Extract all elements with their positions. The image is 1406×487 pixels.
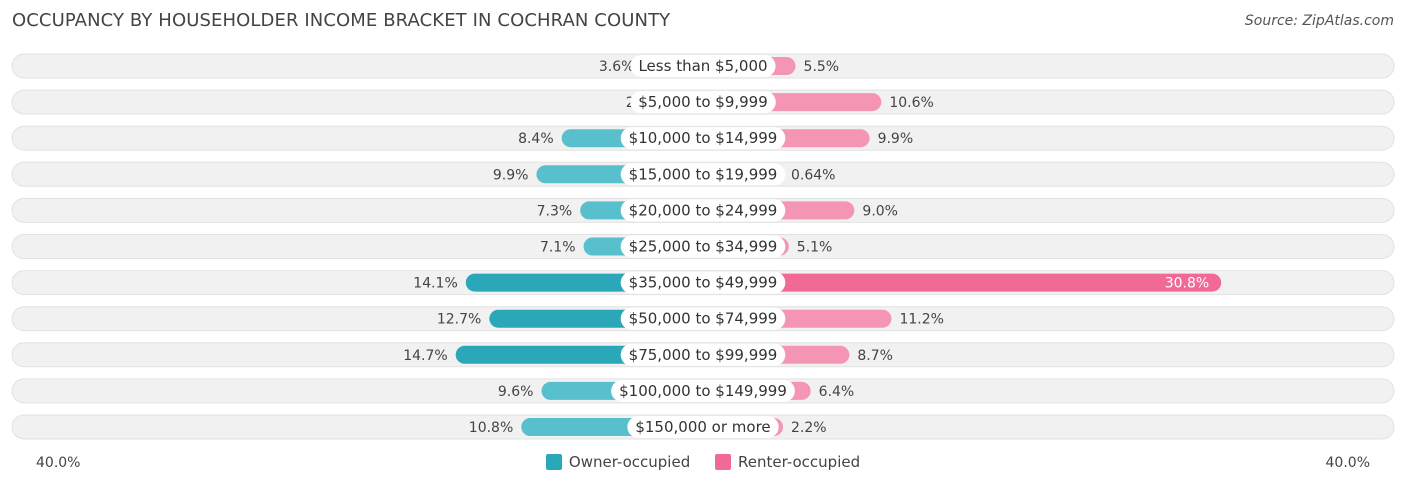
category-pill [630,55,776,77]
owner-value-label: 14.7% [403,348,447,364]
owner-value-label: 7.1% [540,240,576,256]
renter-value-label: 30.8% [1165,276,1209,292]
renter-value-label: 11.2% [899,312,943,328]
category-pill [611,379,795,402]
owner-value-label: 7.3% [537,203,573,219]
owner-value-label: 8.4% [518,131,554,147]
renter-value-label: 9.0% [862,203,898,219]
legend-item-owner: Owner-occupied [545,453,691,471]
renter-value-label: 0.64% [791,167,835,183]
category-label: $35,000 to $49,999 [629,274,778,292]
category-label: $20,000 to $24,999 [629,201,778,219]
category-label: $5,000 to $9,999 [638,93,768,111]
category-label: $100,000 to $149,999 [619,382,787,400]
category-label: $15,000 to $19,999 [629,165,778,183]
renter-value-label: 5.5% [804,59,840,75]
renter-value-label: 5.1% [797,240,833,256]
category-label: $50,000 to $74,999 [629,310,778,328]
renter-bar [703,273,1222,292]
category-label: $10,000 to $14,999 [629,129,778,147]
renter-value-label: 9.9% [878,131,914,147]
chart-title: OCCUPANCY BY HOUSEHOLDER INCOME BRACKET … [12,10,671,31]
category-pill [620,343,786,366]
category-pill [627,416,779,438]
owner-value-label: 14.1% [413,276,457,292]
owner-value-label: 3.6% [599,59,635,75]
category-pill [620,271,786,294]
chart-source: Source: ZipAtlas.com [1244,13,1394,29]
owner-value-label: 10.8% [469,420,513,436]
axis-right-label: 40.0% [1325,455,1370,471]
category-pill [620,163,786,186]
category-pill [620,307,786,330]
legend: Owner-occupied Renter-occupied [0,453,1406,474]
legend-item-renter: Renter-occupied [715,453,860,471]
owner-value-label: 9.9% [493,167,529,183]
legend-label-owner: Owner-occupied [568,453,691,471]
legend-swatch-renter [715,454,731,470]
category-label: $25,000 to $34,999 [629,238,778,256]
category-pill [620,127,786,150]
category-pill [620,199,786,222]
axis-left-label: 40.0% [36,455,81,471]
renter-value-label: 8.7% [857,348,893,364]
legend-swatch-owner [545,454,562,470]
category-label: $150,000 or more [635,418,770,436]
renter-value-label: 6.4% [819,384,855,400]
category-label: Less than $5,000 [638,57,767,75]
category-label: $75,000 to $99,999 [629,346,778,364]
legend-label-renter: Renter-occupied [738,453,861,471]
renter-value-label: 10.6% [889,95,933,111]
category-pill [630,91,776,114]
owner-value-label: 12.7% [437,312,481,328]
owner-value-label: 9.6% [498,384,534,400]
category-pill [620,235,786,258]
renter-value-label: 2.2% [791,420,827,436]
